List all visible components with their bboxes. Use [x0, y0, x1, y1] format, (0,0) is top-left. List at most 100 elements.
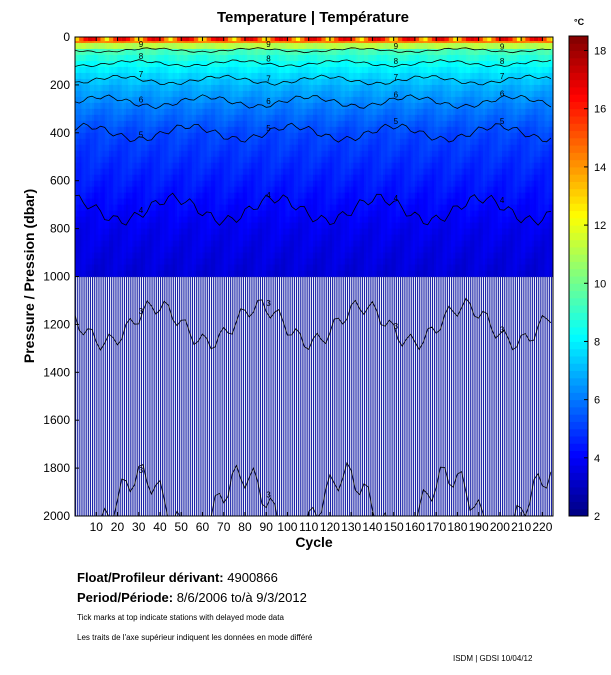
heat-cell	[183, 144, 187, 152]
heat-cell	[130, 162, 133, 170]
heat-cell	[232, 48, 235, 56]
heat-cell	[170, 72, 174, 80]
heat-cell	[115, 192, 119, 200]
heat-cell	[191, 54, 195, 62]
heat-cell	[174, 78, 178, 86]
heat-cell	[87, 234, 91, 242]
heat-cell	[89, 102, 93, 110]
heat-cell	[111, 84, 114, 92]
heat-cell	[166, 126, 170, 134]
heat-cell	[100, 258, 104, 266]
heat-cell	[128, 270, 131, 278]
heat-cell	[138, 228, 142, 236]
profile-stripe	[242, 276, 244, 516]
heat-cell	[94, 270, 97, 278]
heat-cell	[230, 216, 233, 224]
heat-cell	[147, 84, 150, 92]
heat-cell	[159, 252, 163, 260]
heat-cell	[123, 210, 127, 218]
heat-cell	[217, 60, 221, 68]
heat-cell	[172, 114, 176, 122]
heat-cell	[223, 234, 227, 242]
heat-cell	[170, 180, 174, 188]
heat-cell	[162, 168, 165, 176]
heat-cell	[140, 120, 144, 128]
heat-cell	[100, 66, 104, 74]
heat-cell	[170, 42, 174, 50]
heat-cell	[75, 216, 78, 224]
heat-cell	[198, 132, 201, 140]
heat-cell	[208, 228, 212, 236]
profile-stripe	[140, 276, 143, 516]
heat-cell	[227, 42, 231, 50]
heat-cell	[128, 84, 131, 92]
heat-cell	[162, 132, 165, 140]
heat-cell	[106, 96, 110, 104]
heat-cell	[106, 78, 110, 86]
heat-cell	[149, 78, 153, 86]
heat-cell	[196, 138, 199, 146]
heat-cell	[77, 108, 80, 116]
heat-cell	[210, 90, 214, 98]
heat-cell	[98, 210, 102, 218]
profile-stripe	[251, 276, 253, 516]
heat-cell	[230, 180, 233, 188]
heat-cell	[132, 96, 136, 104]
heat-cell	[117, 150, 121, 158]
heat-cell	[196, 48, 199, 56]
heat-cell	[189, 270, 193, 278]
heat-cell	[153, 60, 157, 68]
heat-cell	[219, 114, 223, 122]
heat-cell	[227, 192, 231, 200]
heat-cell	[145, 198, 148, 206]
heat-cell	[81, 108, 85, 116]
heat-cell	[91, 60, 95, 68]
heat-cell	[149, 246, 153, 254]
heat-cell	[91, 234, 95, 242]
heat-cell	[149, 162, 153, 170]
heat-cell	[77, 102, 80, 110]
heat-cell	[106, 126, 110, 134]
heat-cell	[94, 240, 97, 248]
heat-cell	[89, 162, 93, 170]
heat-cell	[138, 180, 142, 188]
heat-cell	[106, 264, 110, 272]
heat-cell	[81, 204, 85, 212]
heat-cell	[123, 240, 127, 248]
profile-stripe	[170, 276, 172, 516]
heat-cell	[128, 234, 131, 242]
heat-cell	[183, 54, 187, 62]
heat-cell	[119, 108, 123, 116]
heat-cell	[227, 102, 231, 110]
heat-cell	[183, 132, 187, 140]
profile-stripe	[204, 276, 206, 516]
heat-cell	[157, 78, 161, 86]
heat-cell	[185, 102, 189, 110]
heat-cell	[106, 138, 110, 146]
heat-cell	[145, 78, 148, 86]
heat-cell	[134, 102, 138, 110]
heat-cell	[183, 228, 187, 236]
heat-cell	[155, 216, 159, 224]
heat-cell	[202, 198, 206, 206]
heat-cell	[185, 246, 189, 254]
heat-cell	[153, 144, 157, 152]
heat-cell	[230, 228, 233, 236]
heat-cell	[147, 162, 150, 170]
heat-cell	[179, 54, 182, 62]
heat-cell	[100, 156, 104, 164]
heat-cell	[98, 96, 102, 104]
heat-cell	[125, 180, 129, 188]
heat-cell	[128, 258, 131, 266]
heat-cell	[119, 264, 123, 272]
heat-cell	[219, 60, 223, 68]
heat-cell	[87, 180, 91, 188]
heat-cell	[183, 60, 187, 68]
heat-cell	[113, 90, 116, 98]
heat-cell	[104, 246, 108, 254]
heat-cell	[213, 168, 216, 176]
heat-cell	[210, 252, 214, 260]
heat-cell	[108, 270, 112, 278]
heat-cell	[113, 222, 116, 230]
heat-cell	[134, 156, 138, 164]
